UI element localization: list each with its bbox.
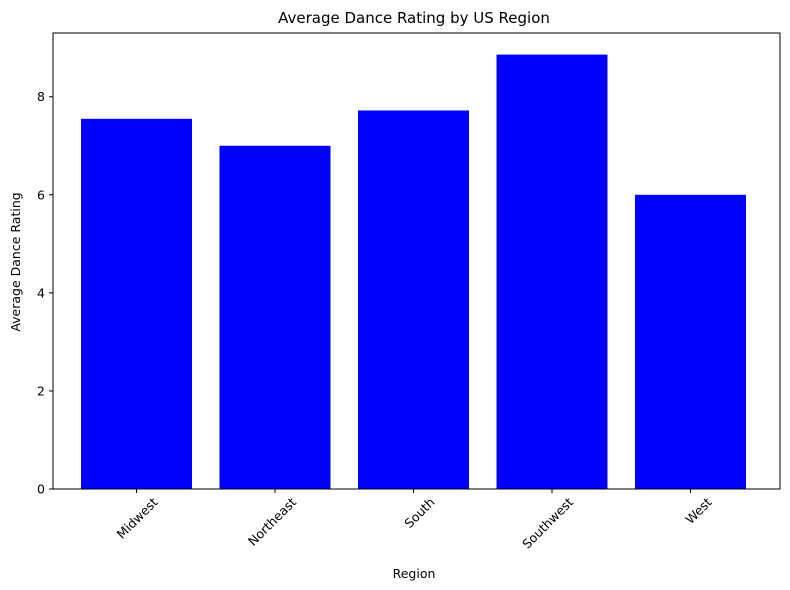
y-tick-label: 6 (37, 187, 45, 202)
x-axis-ticks: Midwest Northeast South Southwest West (114, 489, 715, 552)
y-tick-label: 2 (37, 383, 45, 398)
y-axis-ticks: 0 2 4 6 8 (37, 89, 53, 497)
bars-group (81, 54, 746, 490)
x-tick-label: South (401, 495, 437, 531)
y-axis-label: Average Dance Rating (8, 192, 23, 331)
y-tick-label: 4 (37, 285, 45, 300)
bar-midwest (81, 118, 192, 489)
bar-southwest (496, 54, 608, 490)
x-axis-label: Region (393, 566, 436, 581)
chart-title: Average Dance Rating by US Region (278, 9, 550, 27)
x-tick-label: Northeast (245, 494, 299, 548)
y-tick-label: 0 (37, 482, 45, 497)
bar-northeast (219, 145, 331, 489)
x-tick-label: Southwest (519, 494, 576, 551)
plot-area-frame (52, 32, 781, 490)
bar-south (358, 110, 469, 489)
x-tick-label: West (682, 494, 714, 526)
bar-west (635, 194, 746, 489)
y-tick-label: 8 (37, 89, 45, 104)
x-tick-label: Midwest (114, 494, 161, 541)
